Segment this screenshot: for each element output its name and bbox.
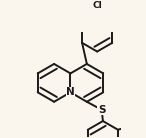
Text: S: S — [98, 105, 106, 115]
Text: Cl: Cl — [92, 1, 102, 10]
Text: N: N — [66, 87, 75, 97]
